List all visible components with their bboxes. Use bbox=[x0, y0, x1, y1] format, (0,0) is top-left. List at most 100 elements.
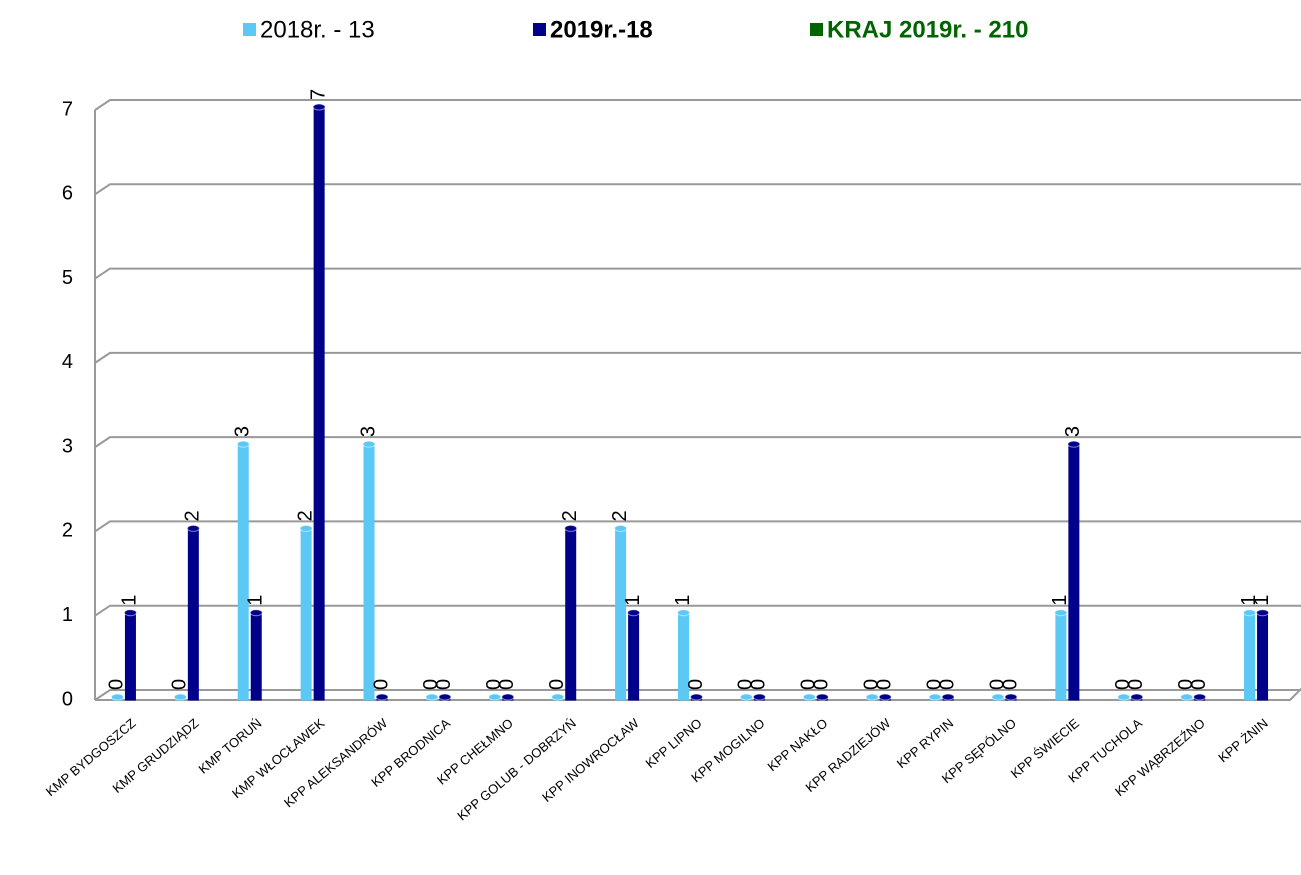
bar-top bbox=[614, 524, 628, 532]
bar bbox=[187, 527, 199, 701]
bar bbox=[300, 527, 312, 701]
bar-top bbox=[928, 693, 942, 701]
data-label: 3 bbox=[1062, 426, 1084, 437]
bar bbox=[615, 527, 627, 701]
bar bbox=[124, 612, 136, 701]
bar-top bbox=[438, 693, 452, 701]
legend-swatch bbox=[810, 23, 823, 36]
bar bbox=[1068, 443, 1080, 701]
bar-top bbox=[299, 524, 313, 532]
grid-line bbox=[94, 520, 1301, 533]
data-label: 0 bbox=[1175, 679, 1197, 690]
data-label: 0 bbox=[685, 679, 707, 690]
x-tick-label: KPP RYPIN bbox=[894, 715, 956, 771]
bar-top bbox=[1180, 693, 1194, 701]
y-tick-label: 6 bbox=[62, 183, 73, 205]
grid-line bbox=[94, 351, 1301, 364]
bar bbox=[237, 443, 249, 701]
data-label: 0 bbox=[735, 679, 757, 690]
bar-top bbox=[425, 693, 439, 701]
data-label: 0 bbox=[169, 679, 191, 690]
bar bbox=[565, 527, 577, 701]
bar-top bbox=[110, 693, 124, 701]
bar bbox=[250, 612, 262, 701]
legend-label: KRAJ 2019r. - 210 bbox=[827, 16, 1028, 43]
data-label: 2 bbox=[559, 510, 581, 521]
grid-line bbox=[94, 436, 1301, 448]
bar-top bbox=[752, 693, 766, 701]
y-tick-label: 5 bbox=[62, 267, 73, 289]
bar-top bbox=[1067, 440, 1081, 448]
data-label: 0 bbox=[496, 679, 518, 690]
data-label: 0 bbox=[798, 679, 820, 690]
bar-top bbox=[375, 693, 389, 701]
bar-top bbox=[802, 693, 816, 701]
bar-top bbox=[941, 693, 955, 701]
data-label: 1 bbox=[1251, 595, 1273, 606]
bar-top bbox=[1256, 609, 1270, 617]
y-tick-label: 1 bbox=[62, 604, 73, 626]
legend-swatch bbox=[243, 23, 256, 36]
legend-label: 2019r.-18 bbox=[550, 16, 653, 43]
legend-swatch bbox=[533, 23, 546, 36]
bar-top bbox=[249, 609, 263, 617]
x-tick-label: KPP ALEKSANDRÓW bbox=[281, 715, 391, 810]
bar-top bbox=[878, 693, 892, 701]
bar bbox=[1257, 612, 1269, 701]
bar-top bbox=[1193, 693, 1207, 701]
bar-top bbox=[564, 524, 578, 532]
bar-top bbox=[488, 693, 502, 701]
bar-top bbox=[690, 693, 703, 701]
data-label: 0 bbox=[370, 679, 392, 690]
data-label: 1 bbox=[119, 595, 141, 606]
bar-top bbox=[186, 524, 200, 532]
bar-top bbox=[1130, 693, 1144, 701]
data-label: 2 bbox=[609, 510, 631, 521]
bar-top bbox=[815, 693, 829, 701]
bar bbox=[363, 443, 375, 701]
grid-line bbox=[94, 99, 1301, 111]
bar-top bbox=[627, 609, 641, 617]
data-label: 0 bbox=[106, 679, 128, 690]
data-label: 0 bbox=[923, 679, 945, 690]
data-label: 3 bbox=[232, 426, 254, 437]
data-label: 0 bbox=[420, 679, 442, 690]
grid-line bbox=[94, 183, 1301, 196]
bar-top bbox=[1117, 693, 1131, 701]
data-label: 0 bbox=[936, 679, 958, 690]
grid-line bbox=[94, 267, 1301, 280]
bar-top bbox=[991, 693, 1005, 701]
x-tick-label: KPP ŻNIN bbox=[1215, 715, 1270, 765]
bar-top bbox=[1243, 609, 1257, 617]
bar bbox=[1244, 612, 1256, 701]
data-label: 0 bbox=[1112, 679, 1134, 690]
y-tick-label: 0 bbox=[62, 688, 73, 710]
y-tick-label: 2 bbox=[62, 520, 73, 542]
data-label: 0 bbox=[483, 679, 505, 690]
data-label: 1 bbox=[1238, 595, 1260, 606]
bar-top bbox=[551, 693, 565, 701]
bar-top bbox=[173, 693, 187, 701]
bar-top bbox=[739, 693, 753, 701]
data-label: 0 bbox=[873, 679, 895, 690]
x-tick-label: KPP GOLUB - DOBRZYŃ bbox=[454, 715, 579, 823]
x-tick-label: KMP TORUŃ bbox=[196, 715, 265, 776]
data-label: 7 bbox=[307, 89, 329, 100]
data-label: 1 bbox=[1049, 595, 1071, 606]
y-tick-label: 7 bbox=[62, 98, 73, 120]
bar-top bbox=[501, 693, 515, 701]
bar-top bbox=[236, 440, 250, 448]
data-label: 0 bbox=[986, 679, 1008, 690]
data-label: 0 bbox=[999, 679, 1021, 690]
data-label: 1 bbox=[245, 595, 267, 606]
y-tick-label: 4 bbox=[62, 351, 73, 373]
x-tick-label: KPP NAKŁO bbox=[765, 715, 831, 774]
bar-top bbox=[677, 609, 690, 617]
bar bbox=[628, 612, 640, 701]
data-label: 0 bbox=[1188, 679, 1210, 690]
bar-top bbox=[865, 693, 879, 701]
x-tick-label: KPP LIPNO bbox=[643, 715, 705, 770]
grid-line bbox=[94, 604, 1301, 617]
bar bbox=[313, 106, 325, 701]
bar-top bbox=[362, 440, 376, 448]
